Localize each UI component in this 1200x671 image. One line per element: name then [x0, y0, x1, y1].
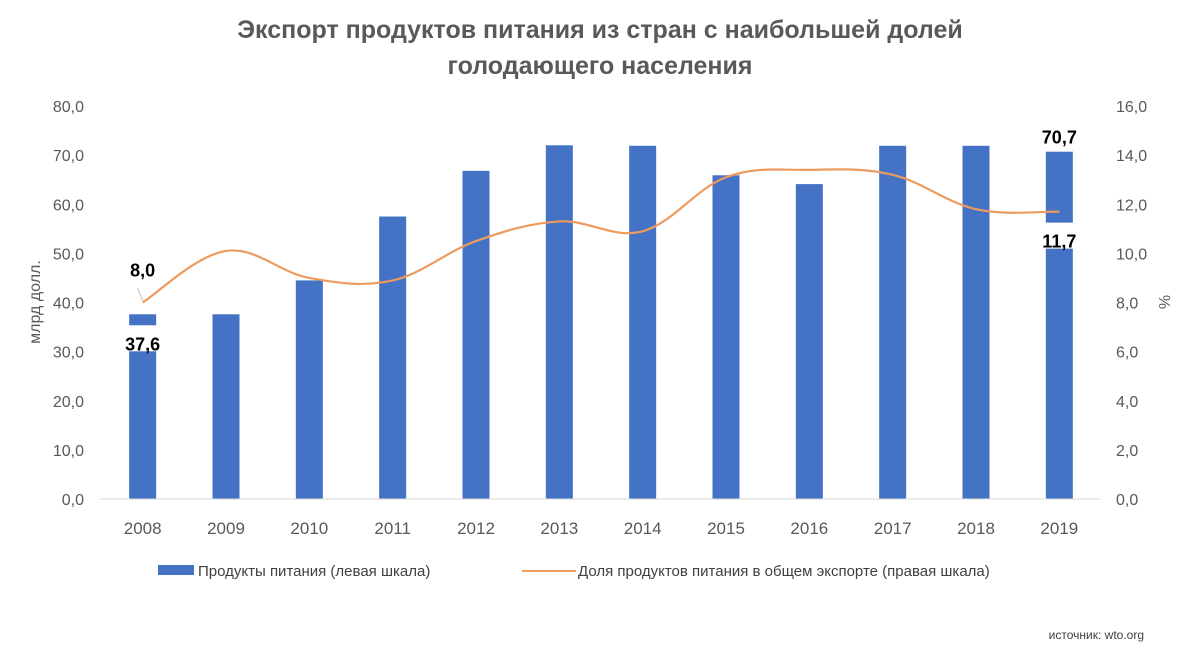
chart-title: Экспорт продуктов питания из стран с наи…	[0, 12, 1200, 84]
y-tick-label-left: 70,0	[53, 148, 84, 165]
x-tick-label: 2016	[790, 519, 828, 538]
x-tick-label: 2010	[290, 519, 328, 538]
x-tick-label: 2014	[624, 519, 662, 538]
legend: Продукты питания (левая шкала) Доля проду…	[158, 563, 990, 580]
y-tick-label-right: 2,0	[1116, 443, 1138, 460]
x-tick-label: 2018	[957, 519, 995, 538]
bar	[712, 175, 740, 500]
bar	[212, 314, 240, 499]
bar	[629, 145, 657, 499]
y-tick-label-left: 50,0	[53, 246, 84, 263]
leader-line	[137, 288, 144, 301]
bar	[295, 280, 323, 499]
x-tick-label: 2009	[207, 519, 245, 538]
data-label-bg	[117, 325, 168, 352]
y-tick-label-left: 60,0	[53, 197, 84, 214]
legend-swatch-bar	[158, 565, 194, 575]
data-label-bg	[1034, 118, 1085, 145]
legend-label-bar: Продукты питания (левая шкала)	[198, 563, 430, 580]
y-axis-label-right: %	[1157, 295, 1174, 309]
data-label-bg	[117, 251, 168, 278]
y-axis-label-left: млрд долл.	[27, 260, 44, 344]
bar-series	[129, 145, 1073, 500]
y-tick-label-right: 16,0	[1116, 99, 1147, 116]
bar	[879, 145, 907, 499]
chart-title-line-1: Экспорт продуктов питания из стран с наи…	[237, 16, 963, 44]
y-tick-label-left: 30,0	[53, 345, 84, 362]
line-series	[142, 168, 1060, 304]
bar	[1045, 151, 1073, 499]
x-tick-label: 2019	[1040, 519, 1078, 538]
y-tick-label-right: 6,0	[1116, 345, 1138, 362]
data-label: 37,6	[125, 334, 160, 354]
x-tick-label: 2017	[874, 519, 912, 538]
legend-label-line: Доля продуктов питания в общем экспорте …	[578, 563, 990, 580]
right-axis: 0,0 2,0 4,0 6,0 8,0 10,0 12,0 14,0 16,0	[1116, 99, 1147, 509]
y-tick-label-right: 0,0	[1116, 492, 1138, 509]
y-tick-label-left: 40,0	[53, 296, 84, 313]
chart-title-line-2: голодающего населения	[447, 52, 753, 80]
y-tick-label-right: 12,0	[1116, 197, 1147, 214]
y-tick-label-left: 0,0	[62, 492, 84, 509]
y-tick-label-right: 8,0	[1116, 296, 1138, 313]
x-tick-label: 2015	[707, 519, 745, 538]
left-axis: 0,0 10,0 20,0 30,0 40,0 50,0 60,0 70,0 80,0	[53, 99, 84, 509]
data-label: 8,0	[130, 261, 155, 281]
y-tick-label-right: 14,0	[1116, 148, 1147, 165]
data-label: 11,7	[1042, 232, 1076, 252]
line-path	[142, 168, 1060, 304]
y-tick-label-right: 10,0	[1116, 246, 1147, 263]
y-tick-label-left: 20,0	[53, 394, 84, 411]
y-tick-label-left: 10,0	[53, 443, 84, 460]
y-tick-label-left: 80,0	[53, 99, 84, 116]
x-tick-label: 2013	[540, 519, 578, 538]
bar	[962, 145, 990, 499]
bar	[795, 184, 823, 499]
x-tick-label: 2008	[124, 519, 162, 538]
source-note: источник: wto.org	[1048, 628, 1144, 642]
bar	[379, 216, 407, 499]
x-axis: 2008 2009 2010 2011 2012 2013 2014 2015 2016 2017…	[100, 498, 1100, 538]
bar	[462, 170, 490, 499]
x-tick-label: 2011	[374, 519, 411, 538]
data-label: 70,7	[1042, 128, 1077, 148]
y-tick-label-right: 4,0	[1116, 394, 1138, 411]
x-tick-label: 2012	[457, 519, 495, 538]
data-label-bg	[1034, 222, 1085, 249]
data-labels: 37,6 70,7 8,0 11,7	[117, 118, 1085, 354]
bar	[545, 145, 573, 500]
